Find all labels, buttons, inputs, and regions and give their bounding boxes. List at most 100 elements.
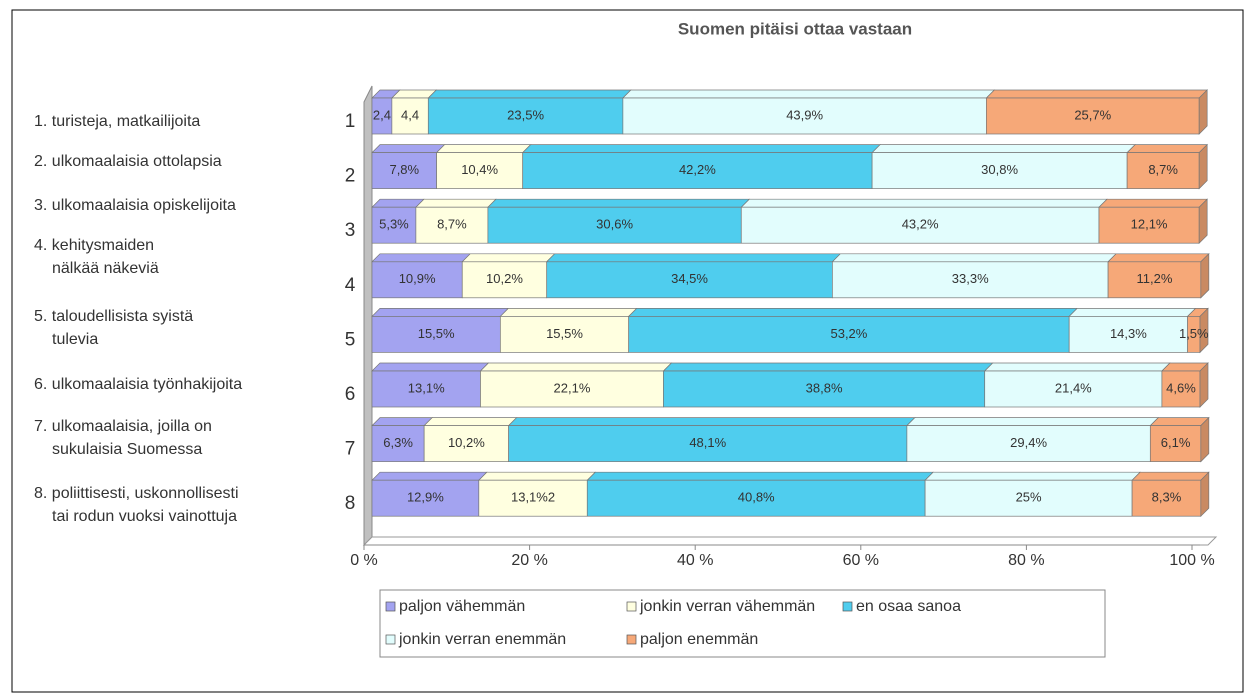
bar [371, 316, 501, 353]
data-label: 4,6% [1166, 380, 1196, 395]
y-tick-label: 5 [345, 329, 356, 350]
x-tick-label: 0 % [350, 552, 378, 569]
bar-top [435, 144, 532, 153]
bar-top [983, 362, 1171, 372]
data-label: 10,4% [461, 162, 498, 177]
legend-swatch [626, 634, 637, 645]
data-label: 53,2% [830, 326, 867, 341]
category-description: 8. poliittisesti, uskonnollisesti [34, 485, 239, 502]
bar-side [1200, 416, 1210, 463]
bar-top [1126, 144, 1209, 153]
data-label: 7,8% [389, 162, 419, 177]
bar [371, 425, 425, 462]
bar [546, 261, 833, 299]
data-label: 11,2% [1137, 271, 1173, 286]
data-label: 30,6% [596, 217, 633, 232]
legend-label: jonkin verran enemmän [398, 631, 566, 648]
bar-top [371, 308, 510, 317]
legend-label: jonkin verran vähemmän [639, 598, 815, 615]
bar [1131, 479, 1202, 517]
data-label: 43,2% [902, 217, 939, 232]
bar-top [477, 471, 597, 481]
bar [924, 479, 1133, 517]
x-tick-label: 60 % [843, 552, 879, 569]
bar [1098, 206, 1200, 244]
data-label: 42,2% [679, 162, 716, 177]
x-tick-label: 20 % [511, 552, 547, 569]
legend-swatch [842, 601, 853, 612]
category-description: 3. ulkomaalaisia opiskelijoita [34, 197, 236, 214]
bar-top [499, 308, 638, 317]
bar-top [487, 198, 751, 208]
bar-top [622, 89, 996, 99]
category-description: 1. turisteja, matkailijoita [34, 113, 200, 130]
bar-top [586, 471, 934, 481]
y-tick-label: 7 [345, 439, 356, 460]
chart-title: Suomen pitäisi ottaa vastaan [678, 19, 912, 38]
legend-label: paljon vähemmän [399, 598, 525, 615]
y-tick-label: 2 [345, 166, 356, 187]
bar [740, 206, 1100, 244]
data-label: 10,9% [399, 271, 436, 286]
bar [986, 97, 1200, 135]
data-label: 40,8% [738, 490, 775, 505]
data-label: 43,9% [786, 107, 823, 122]
bar-top [831, 253, 1117, 263]
bar [461, 261, 548, 299]
legend-label: paljon enemmän [640, 631, 758, 648]
bar-top [461, 253, 556, 263]
y-tick-label: 8 [345, 493, 356, 514]
bar-top [924, 471, 1141, 481]
y-tick-label: 4 [345, 275, 356, 296]
bar-side [1200, 471, 1210, 518]
bar-top [521, 144, 881, 153]
bar [1161, 370, 1201, 408]
bar [436, 152, 524, 189]
data-label: 2,4 [373, 107, 391, 122]
bar-top [415, 198, 497, 208]
data-label: 33,3% [952, 271, 989, 286]
bar-top [906, 417, 1160, 426]
side-wall [363, 85, 373, 547]
data-label: 34,5% [671, 271, 708, 286]
data-label: 8,7% [1148, 162, 1178, 177]
bar [832, 261, 1109, 299]
legend-swatch [385, 601, 396, 612]
data-label: 48,1% [689, 435, 726, 450]
x-tick-label: 80 % [1008, 552, 1044, 569]
data-label: 10,2% [448, 435, 485, 450]
data-label: 13,1% [408, 380, 445, 395]
bar-side [1198, 89, 1208, 135]
legend-label: en osaa sanoa [856, 598, 961, 615]
bar [391, 97, 429, 135]
data-label: 29,4% [1010, 435, 1047, 450]
bar [415, 206, 489, 244]
bar-top [371, 471, 488, 481]
data-label: 8,7% [437, 217, 467, 232]
bar [371, 370, 481, 408]
bar-top [371, 253, 472, 263]
legend-swatch [385, 634, 396, 645]
y-tick-label: 3 [345, 220, 356, 241]
category-description: 4. kehitysmaiden [34, 237, 154, 254]
bar-top [545, 253, 842, 263]
data-label: 10,2% [486, 271, 523, 286]
bar-top [371, 362, 490, 372]
bar [906, 425, 1151, 462]
bar-side [1200, 252, 1210, 299]
bar-top [662, 362, 994, 372]
bar [427, 97, 624, 135]
data-label: 1,5% [1179, 326, 1209, 341]
bar [871, 152, 1128, 189]
legend-swatch [626, 601, 637, 612]
bar [522, 152, 873, 189]
data-label: 30,8% [981, 162, 1018, 177]
data-label: 25,7% [1074, 107, 1111, 122]
bar [586, 479, 926, 517]
bar [371, 206, 417, 244]
bar-top [1068, 308, 1197, 317]
floor [362, 536, 1218, 546]
bar-side [1198, 198, 1208, 245]
category-description: 7. ulkomaalaisia, joilla on [34, 418, 212, 435]
